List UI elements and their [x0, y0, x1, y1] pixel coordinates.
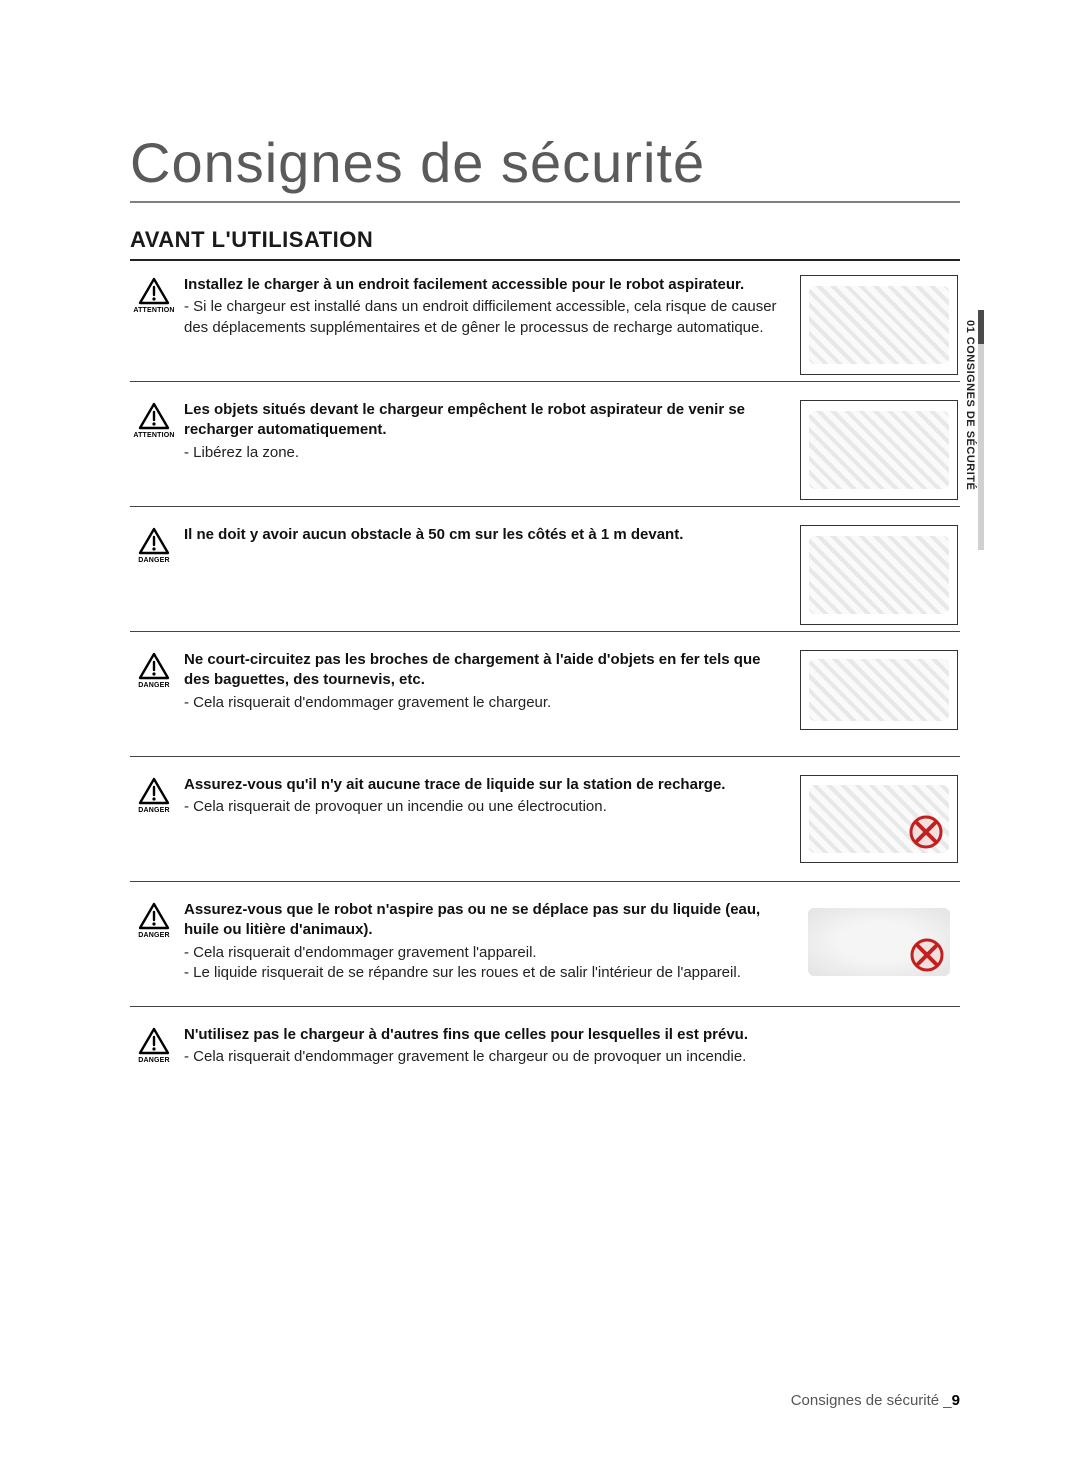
safety-text: N'utilisez pas le chargeur à d'autres fi… — [184, 1025, 960, 1068]
safety-bold: Ne court-circuitez pas les broches de ch… — [184, 650, 786, 691]
safety-bold: Installez le charger à un endroit facile… — [184, 275, 786, 295]
illustration-column — [800, 900, 960, 984]
safety-text: Installez le charger à un endroit facile… — [184, 275, 800, 375]
warning-level-label: DANGER — [138, 932, 170, 939]
warning-badge: DANGER — [130, 777, 178, 814]
safety-item: DANGER Assurez-vous qu'il n'y ait aucune… — [130, 775, 960, 882]
illustration-column — [800, 775, 960, 863]
illustration-column — [800, 650, 960, 730]
illustration-placeholder — [809, 659, 949, 721]
illustration-box — [800, 275, 958, 375]
safety-item: DANGER Ne court-circuitez pas les broche… — [130, 650, 960, 757]
safety-body: - Si le chargeur est installé dans un en… — [184, 297, 786, 338]
warning-icon — [138, 652, 170, 680]
warning-level-label: DANGER — [138, 682, 170, 689]
safety-text: Ne court-circuitez pas les broches de ch… — [184, 650, 800, 750]
safety-text: Assurez-vous que le robot n'aspire pas o… — [184, 900, 800, 1000]
page-title: Consignes de sécurité — [130, 130, 960, 203]
illustration-box — [800, 650, 958, 730]
warning-icon — [138, 527, 170, 555]
safety-bold: Il ne doit y avoir aucun obstacle à 50 c… — [184, 525, 786, 545]
warning-badge: ATTENTION — [130, 402, 178, 439]
safety-bold: N'utilisez pas le chargeur à d'autres fi… — [184, 1025, 946, 1045]
warning-level-label: DANGER — [138, 1057, 170, 1064]
illustration-placeholder — [809, 411, 949, 489]
side-tab-bg — [978, 310, 984, 550]
safety-item: DANGER Assurez-vous que le robot n'aspir… — [130, 900, 960, 1007]
side-tab-label: 01 CONSIGNES DE SÉCURITÉ — [962, 316, 978, 494]
warning-badge: DANGER — [130, 1027, 178, 1064]
illustration-placeholder — [808, 908, 950, 975]
warning-badge: DANGER — [130, 527, 178, 564]
warning-badge: DANGER — [130, 652, 178, 689]
warning-icon — [138, 902, 170, 930]
safety-item: DANGER N'utilisez pas le chargeur à d'au… — [130, 1025, 960, 1074]
warning-badge: DANGER — [130, 902, 178, 939]
safety-body: - Cela risquerait d'endommager gravement… — [184, 943, 786, 984]
illustration-column — [800, 400, 960, 500]
safety-body: - Cela risquerait de provoquer un incend… — [184, 797, 786, 817]
illustration-placeholder — [809, 536, 949, 614]
safety-bold: Les objets situés devant le chargeur emp… — [184, 400, 786, 441]
warning-level-label: DANGER — [138, 557, 170, 564]
section-heading: AVANT L'UTILISATION — [130, 227, 960, 261]
warning-icon — [138, 277, 170, 305]
side-tab-marker — [978, 310, 984, 344]
safety-item: ATTENTION Les objets situés devant le ch… — [130, 400, 960, 507]
safety-bold: Assurez-vous qu'il n'y ait aucune trace … — [184, 775, 786, 795]
illustration-placeholder — [809, 785, 949, 854]
warning-icon — [138, 777, 170, 805]
illustration-box — [800, 900, 958, 984]
safety-body: - Cela risquerait d'endommager gravement… — [184, 693, 786, 713]
safety-body: - Libérez la zone. — [184, 443, 786, 463]
safety-text: Les objets situés devant le chargeur emp… — [184, 400, 800, 500]
illustration-column — [800, 525, 960, 625]
warning-level-label: ATTENTION — [133, 307, 174, 314]
safety-item: DANGER Il ne doit y avoir aucun obstacle… — [130, 525, 960, 632]
warning-level-label: DANGER — [138, 807, 170, 814]
prohibited-icon — [909, 815, 943, 849]
page-footer: Consignes de sécurité _9 — [791, 1392, 960, 1409]
warning-level-label: ATTENTION — [133, 432, 174, 439]
illustration-box — [800, 400, 958, 500]
safety-body: - Cela risquerait d'endommager gravement… — [184, 1047, 946, 1067]
safety-item: ATTENTION Installez le charger à un endr… — [130, 275, 960, 382]
illustration-box — [800, 775, 958, 863]
safety-bold: Assurez-vous que le robot n'aspire pas o… — [184, 900, 786, 941]
page-number: 9 — [952, 1392, 960, 1409]
warning-badge: ATTENTION — [130, 277, 178, 314]
illustration-column — [800, 275, 960, 375]
chapter-side-tab: 01 CONSIGNES DE SÉCURITÉ — [962, 310, 984, 550]
illustration-box — [800, 525, 958, 625]
prohibited-icon — [910, 938, 944, 972]
footer-text: Consignes de sécurité _ — [791, 1392, 952, 1409]
warning-icon — [138, 1027, 170, 1055]
illustration-placeholder — [809, 286, 949, 364]
safety-text: Il ne doit y avoir aucun obstacle à 50 c… — [184, 525, 800, 625]
warning-icon — [138, 402, 170, 430]
safety-text: Assurez-vous qu'il n'y ait aucune trace … — [184, 775, 800, 875]
